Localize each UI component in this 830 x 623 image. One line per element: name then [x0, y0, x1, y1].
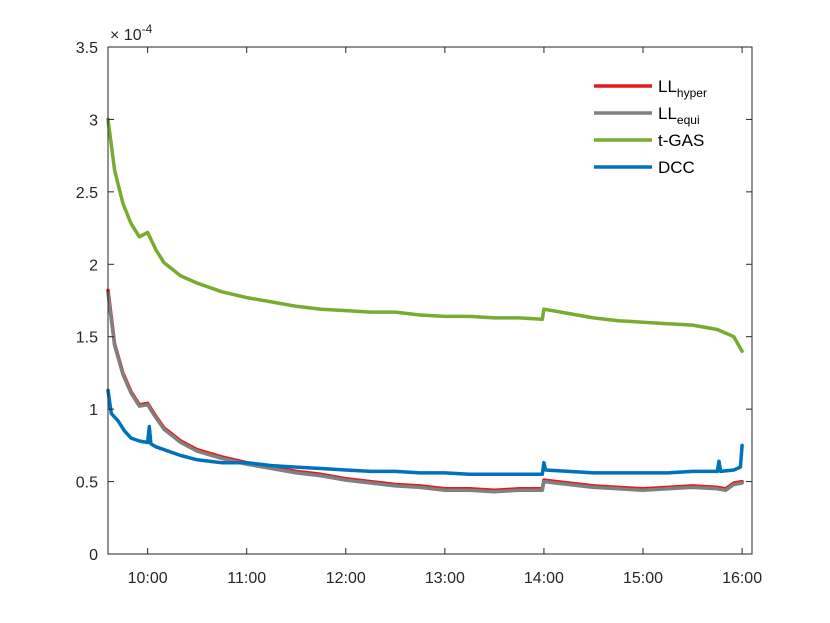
x-tick-label: 15:00	[623, 570, 663, 587]
y-tick-label: 0	[89, 547, 98, 564]
legend: LLhyper LLequi t-GAS DCC	[594, 77, 707, 177]
series-layer	[106, 117, 744, 494]
y-tick-label: 3	[89, 112, 98, 129]
y-tick-label: 2	[89, 257, 98, 274]
legend-label-1: LLequi	[658, 104, 700, 127]
plot-area	[108, 47, 752, 554]
legend-label-2: t-GAS	[658, 131, 704, 150]
y-tick-label: 0.5	[76, 475, 98, 492]
y-tick-label: 2.5	[76, 185, 98, 202]
x-tick-label: 11:00	[227, 570, 266, 587]
series-line-2	[106, 117, 744, 353]
x-tick-label: 16:00	[722, 570, 762, 587]
x-tick-label: 12:00	[326, 570, 366, 587]
series-line-3	[106, 388, 744, 477]
y-axis: 0 0.5 1 1.5 2 2.5 3 3.5	[76, 40, 752, 564]
x-axis: 10:00 11:00 12:00 13:00 14:00 15:00 16:00	[128, 47, 762, 587]
y-tick-label: 3.5	[76, 40, 98, 57]
axes-box	[107, 46, 753, 555]
x-tick-label: 13:00	[425, 570, 465, 587]
y-tick-label: 1.5	[76, 330, 98, 347]
y-tick-label: 1	[89, 402, 98, 419]
series-line-1	[106, 291, 744, 494]
legend-label-0: LLhyper	[658, 77, 707, 100]
y-exponent-label: × 10-4	[110, 22, 153, 44]
x-tick-label: 10:00	[128, 570, 168, 587]
x-tick-label: 14:00	[524, 570, 564, 587]
legend-label-3: DCC	[658, 158, 695, 177]
